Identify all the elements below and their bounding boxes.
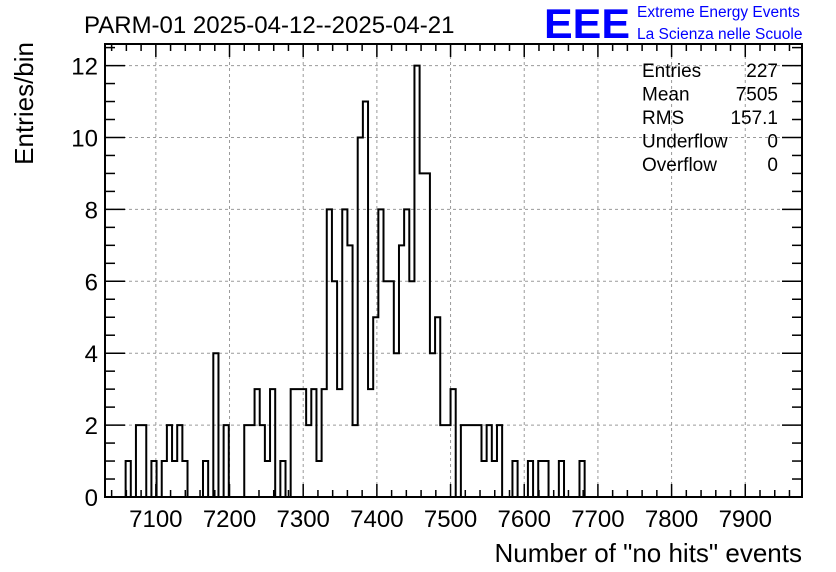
eee-logo: EEE Extreme Energy Events La Scienza nel… — [544, 0, 802, 47]
histogram-bin — [368, 389, 373, 497]
histogram-bin — [409, 281, 414, 497]
y-tick-label: 10 — [71, 125, 98, 152]
x-tick-label: 7600 — [498, 506, 551, 533]
y-axis-label: Entries/bin — [9, 42, 39, 165]
y-tick-label: 8 — [85, 197, 98, 224]
eee-logo-line1: Extreme Energy Events — [637, 4, 800, 21]
y-tick-labels: 0 2 4 6 8 10 12 — [71, 54, 98, 512]
histogram-bin — [471, 425, 476, 497]
y-tick-label: 12 — [71, 54, 98, 81]
histogram-bin — [249, 425, 254, 497]
chart-title: PARM-01 2025-04-12--2025-04-21 — [84, 12, 454, 39]
histogram-bin — [384, 281, 389, 497]
histogram-bin — [353, 425, 358, 497]
histogram-bin — [420, 173, 425, 497]
x-tick-label: 7500 — [424, 506, 477, 533]
histogram-bin — [265, 461, 270, 497]
stats-label: Entries — [642, 61, 701, 82]
plot-frame — [104, 43, 803, 498]
axis-ticks — [105, 44, 802, 498]
x-tick-label: 7800 — [645, 506, 698, 533]
histogram-bin — [440, 425, 445, 497]
grid-lines — [105, 44, 802, 497]
histogram-bin — [337, 389, 342, 497]
stats-value: 227 — [746, 61, 778, 82]
y-tick-label: 0 — [85, 485, 98, 512]
stats-label: RMS — [642, 108, 684, 129]
eee-logo-line2: La Scienza nelle Scuole — [637, 26, 802, 43]
histogram-bin — [481, 461, 486, 497]
stats-value: 0 — [767, 155, 778, 176]
histogram-bin — [296, 389, 301, 497]
stats-value: 0 — [767, 132, 778, 153]
y-tick-label: 2 — [85, 413, 98, 440]
histogram-bin — [172, 461, 177, 497]
x-tick-label: 7400 — [350, 506, 403, 533]
x-tick-label: 7300 — [277, 506, 330, 533]
y-tick-label: 6 — [85, 269, 98, 296]
y-tick-label: 4 — [85, 341, 98, 368]
histogram-bin — [466, 425, 471, 497]
histogram-bin — [306, 425, 311, 497]
x-tick-label: 7200 — [203, 506, 256, 533]
x-tick-label: 7700 — [571, 506, 624, 533]
stats-label: Overflow — [642, 155, 717, 176]
stats-label: Mean — [642, 85, 690, 106]
histogram-bin — [445, 425, 450, 497]
x-tick-label: 7900 — [719, 506, 772, 533]
x-tick-label: 7100 — [129, 506, 182, 533]
stats-label: Underflow — [642, 132, 728, 153]
stats-value: 7505 — [736, 85, 778, 106]
x-tick-labels: 7100 7200 7300 7400 7500 7600 7700 7800 7900 — [129, 506, 772, 533]
stats-value: 157.1 — [730, 108, 778, 129]
eee-logo-mark: EEE — [544, 0, 630, 47]
x-axis-label: Number of "no hits" events — [495, 538, 803, 568]
